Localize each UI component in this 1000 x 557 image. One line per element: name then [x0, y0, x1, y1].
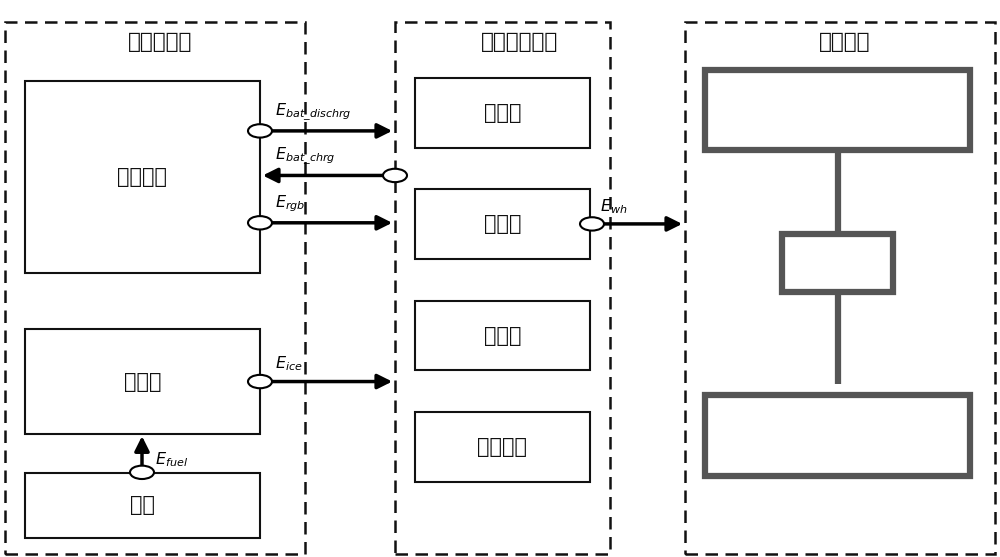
Text: 车体模块: 车体模块	[819, 32, 871, 52]
Text: $E_{fuel}$: $E_{fuel}$	[155, 450, 188, 469]
Text: 变速机构: 变速机构	[478, 437, 528, 457]
Bar	[395, 22, 610, 554]
Bar	[705, 70, 970, 150]
Text: $E_{rgb}$: $E_{rgb}$	[275, 194, 305, 214]
Text: $E_{ice}$: $E_{ice}$	[275, 354, 303, 373]
Circle shape	[130, 466, 154, 479]
Text: 动力源模块: 动力源模块	[128, 32, 192, 52]
Bar	[782, 234, 893, 292]
Bar	[25, 329, 260, 434]
Text: 油第: 油第	[130, 496, 155, 515]
Text: 传动系统模块: 传动系统模块	[481, 32, 559, 52]
Bar	[25, 473, 260, 538]
Text: 离合器: 离合器	[484, 214, 521, 234]
Bar	[415, 301, 590, 370]
Bar	[415, 412, 590, 482]
Bar	[415, 189, 590, 259]
Text: $E_{wh}$: $E_{wh}$	[600, 197, 628, 216]
Bar	[685, 22, 995, 554]
Circle shape	[248, 375, 272, 388]
Text: 电动机: 电动机	[484, 326, 521, 345]
Text: 动力电池: 动力电池	[118, 167, 168, 187]
Circle shape	[580, 217, 604, 231]
Text: 发动机: 发动机	[124, 372, 161, 392]
Text: $E_{bat\_dischrg}$: $E_{bat\_dischrg}$	[275, 101, 352, 123]
Text: 发电机: 发电机	[484, 103, 521, 123]
Bar	[25, 81, 260, 273]
Circle shape	[248, 216, 272, 229]
Circle shape	[383, 169, 407, 182]
Bar	[5, 22, 305, 554]
Bar	[705, 395, 970, 476]
Bar	[415, 78, 590, 148]
Text: $E_{bat\_chrg}$: $E_{bat\_chrg}$	[275, 146, 336, 167]
Circle shape	[248, 124, 272, 138]
